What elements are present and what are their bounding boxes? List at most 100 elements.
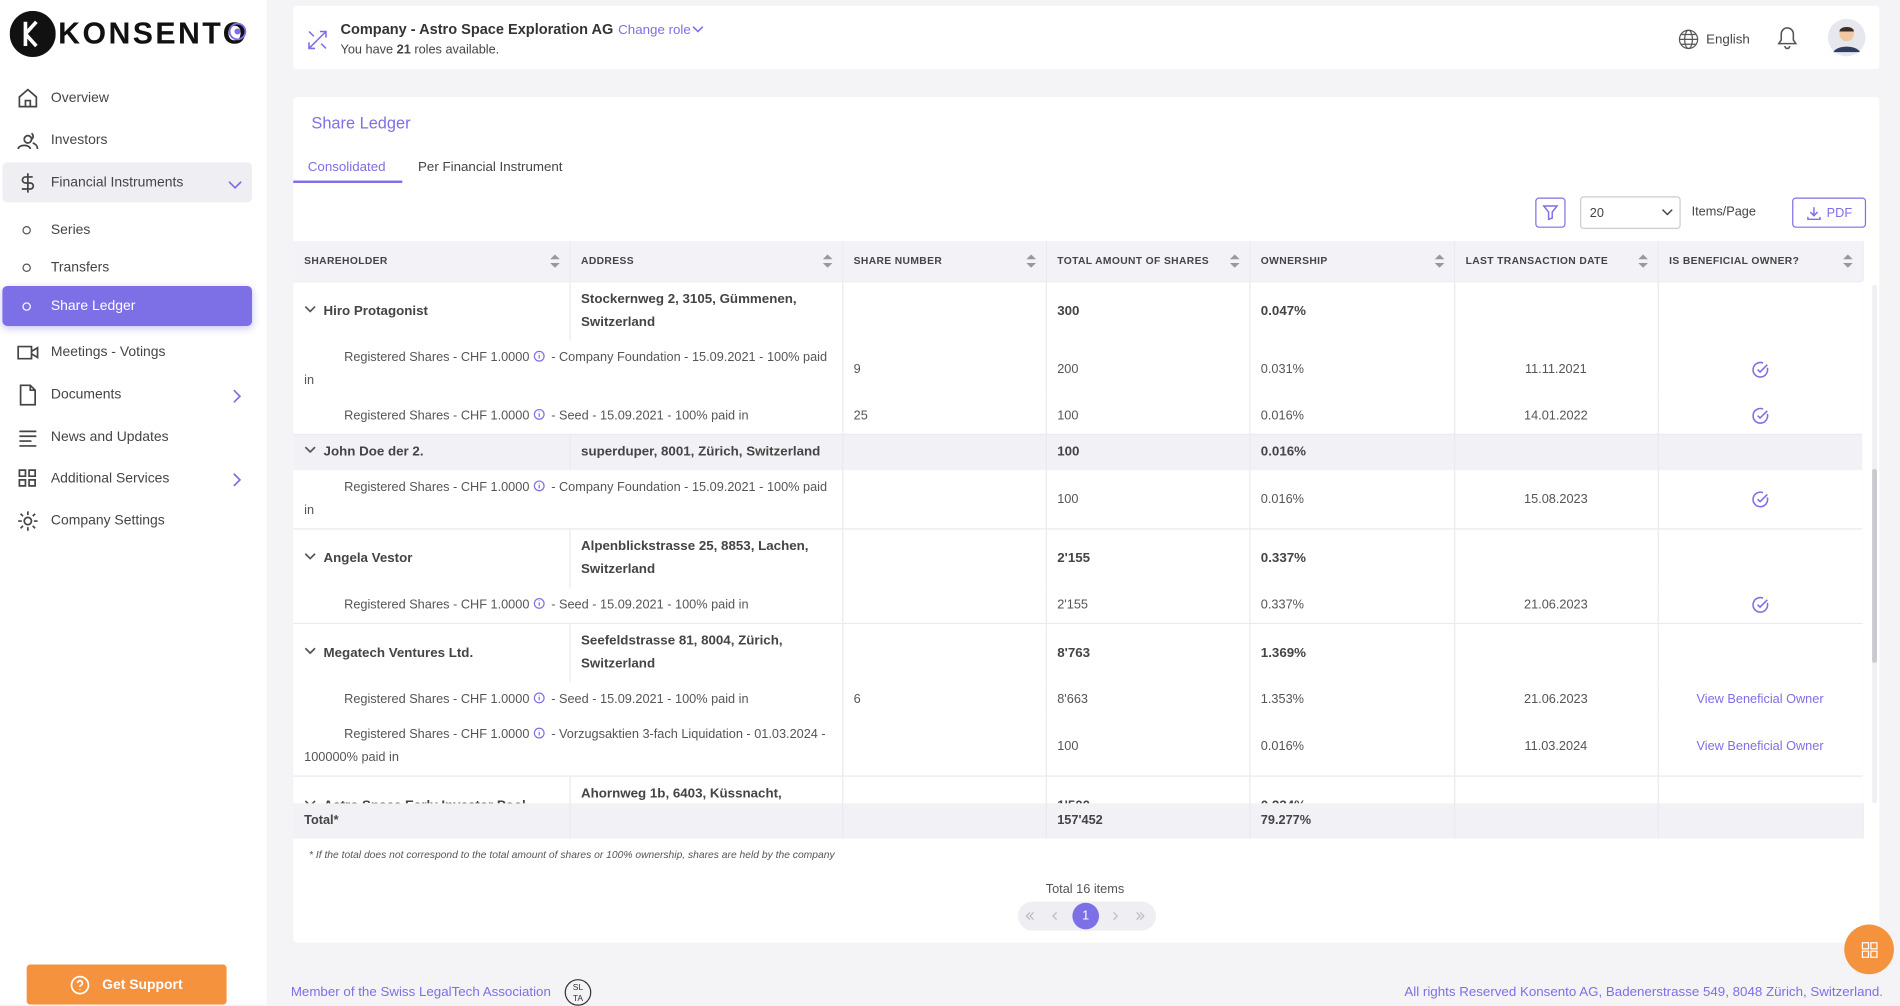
check-circle xyxy=(1751,597,1768,614)
icon-path xyxy=(19,384,36,406)
nav-item[interactable]: Overview xyxy=(2,78,252,118)
nav-subitem[interactable]: Transfers xyxy=(2,247,252,287)
help-icon xyxy=(70,975,90,994)
nav-subitem[interactable]: Series xyxy=(2,210,252,250)
cell xyxy=(1454,528,1659,588)
instrument: Registered Shares - CHF 1.0000 xyxy=(344,597,530,612)
nav-item[interactable]: Investors xyxy=(2,120,252,160)
cell-text: 0.016% xyxy=(1260,738,1304,754)
language-switch[interactable]: English xyxy=(1678,29,1750,50)
table-header: SHAREHOLDER ADDRESS SHARE NUMBER TOTAL AMOU… xyxy=(293,241,1864,282)
info-icon xyxy=(533,597,545,609)
instrument-detail: - Seed - 15.09.2021 - 100% paid in xyxy=(551,597,749,612)
shareholder-row[interactable]: Astro Space Early Investor Pool Ahornweg … xyxy=(293,775,1863,804)
pdf-button[interactable]: PDF xyxy=(1792,197,1867,228)
nav-item[interactable]: Financial Instruments xyxy=(2,162,253,203)
nav-item[interactable]: News and Updates xyxy=(2,417,252,457)
nav-subitem[interactable]: Share Ledger xyxy=(2,285,253,326)
page-button[interactable]: 1 xyxy=(1072,902,1100,930)
icon-path xyxy=(233,389,242,403)
cell: 9 xyxy=(842,340,1047,399)
cell-text: 2'155 xyxy=(1057,550,1091,566)
column-header[interactable]: SHARE NUMBER xyxy=(842,241,1047,282)
info-circle xyxy=(533,480,545,492)
tab[interactable]: Per Financial Instrument xyxy=(418,159,563,175)
cell-text: 1.369% xyxy=(1260,645,1307,660)
cell-text: 0.031% xyxy=(1260,361,1304,377)
shareholder-row[interactable]: Angela Vestor Alpenblickstrasse 25, 8853,… xyxy=(293,528,1863,588)
pagination-prev[interactable] xyxy=(1025,911,1061,921)
cell: 15.08.2023 xyxy=(1454,470,1659,529)
cell xyxy=(1657,340,1863,399)
nav-item[interactable]: Documents xyxy=(2,374,252,414)
header: Company - Astro Space Exploration AG Chan… xyxy=(293,6,1880,70)
icon-path xyxy=(228,181,242,190)
nav-label: Transfers xyxy=(50,259,110,275)
cell-text: Stockernweg 2, 3105, Gümmenen, Switzerla… xyxy=(581,292,797,330)
nav-icon xyxy=(17,132,39,150)
cell-text: 9 xyxy=(853,361,861,377)
items-per-page-select[interactable]: 20 xyxy=(1580,196,1681,230)
column-header[interactable]: SHAREHOLDER xyxy=(293,241,571,282)
cell-text: 0.337% xyxy=(1260,550,1307,566)
shareholder-row[interactable]: Megatech Ventures Ltd. Seefeldstrasse 81,… xyxy=(293,622,1863,683)
column-header[interactable]: OWNERSHIP xyxy=(1249,241,1455,282)
cell-text: 11.11.2021 xyxy=(1524,361,1587,377)
sort-down xyxy=(1842,262,1853,268)
view-beneficial-owner[interactable]: View Beneficial Owner xyxy=(1696,738,1824,754)
column-header[interactable]: TOTAL AMOUNT OF SHARES xyxy=(1045,241,1250,282)
nav-item[interactable]: Company Settings xyxy=(2,500,252,540)
sort-icon xyxy=(822,254,832,268)
cell: Stockernweg 2, 3105, Gümmenen, Switzerla… xyxy=(569,281,843,341)
company-label: Company - Astro Space Exploration AG xyxy=(340,20,614,38)
shareholder-row[interactable]: Hiro Protagonist Stockernweg 2, 3105, Güm… xyxy=(293,281,1863,341)
check-mark xyxy=(1756,363,1768,373)
avatar[interactable] xyxy=(1827,18,1866,57)
scrollbar-thumb[interactable] xyxy=(1872,468,1877,663)
pagination-next[interactable] xyxy=(1110,911,1146,921)
notification-bell[interactable] xyxy=(1776,25,1798,50)
nav-item[interactable]: Additional Services xyxy=(2,458,252,498)
icon-path xyxy=(304,799,316,804)
view-beneficial-owner[interactable]: View Beneficial Owner xyxy=(1696,691,1824,707)
table-total: Total* 157'452 79.277% xyxy=(293,803,1864,839)
cell xyxy=(842,528,1047,588)
filter-button[interactable] xyxy=(1535,197,1566,228)
cell xyxy=(1657,803,1864,839)
info-circle xyxy=(533,350,545,362)
apps-button[interactable] xyxy=(1844,924,1894,975)
column-header[interactable]: LAST TRANSACTION DATE xyxy=(1454,241,1659,282)
cell: 100 xyxy=(1045,717,1250,777)
cell xyxy=(842,587,1047,624)
position-row: Registered Shares - CHF 1.0000- Vorzugsa… xyxy=(293,717,1863,777)
nav-item[interactable]: Meetings - Votings xyxy=(2,332,252,372)
info-circle xyxy=(533,408,545,420)
role-icon xyxy=(308,30,327,50)
nav-label: Meetings - Votings xyxy=(50,344,166,360)
header-row: SHAREHOLDER ADDRESS SHARE NUMBER TOTAL AMOU… xyxy=(293,241,1864,282)
table-body: Hiro Protagonist Stockernweg 2, 3105, Güm… xyxy=(293,281,1863,804)
beneficial-check xyxy=(1751,597,1768,614)
tab[interactable]: Consolidated xyxy=(307,159,386,175)
collapse-icon xyxy=(304,446,316,454)
instrument: Registered Shares - CHF 1.0000 xyxy=(344,350,530,365)
change-role[interactable]: Change role xyxy=(618,23,691,38)
info-icon xyxy=(533,727,545,739)
instrument: Registered Shares - CHF 1.0000 xyxy=(344,479,530,495)
cell: 0.016% xyxy=(1249,433,1455,471)
column-header[interactable]: IS BENEFICIAL OWNER? xyxy=(1657,241,1864,282)
support-button[interactable]: Get Support xyxy=(26,964,227,1005)
cell-text: 0.337% xyxy=(1260,597,1304,612)
cell xyxy=(1454,622,1659,683)
shareholder-row[interactable]: John Doe der 2. superduper, 8001, Zürich,… xyxy=(293,433,1863,471)
roles-suffix: roles available. xyxy=(414,42,500,57)
nav-icon xyxy=(21,173,35,193)
column-header[interactable]: ADDRESS xyxy=(569,241,843,282)
cell-text: 0.016% xyxy=(1260,491,1304,506)
cell: 0.047% xyxy=(1249,281,1455,341)
nav-label: Company Settings xyxy=(50,513,165,528)
bullet-circle xyxy=(22,225,31,235)
grid-icon xyxy=(1861,941,1877,958)
total-ownership: 79.277% xyxy=(1249,803,1455,839)
